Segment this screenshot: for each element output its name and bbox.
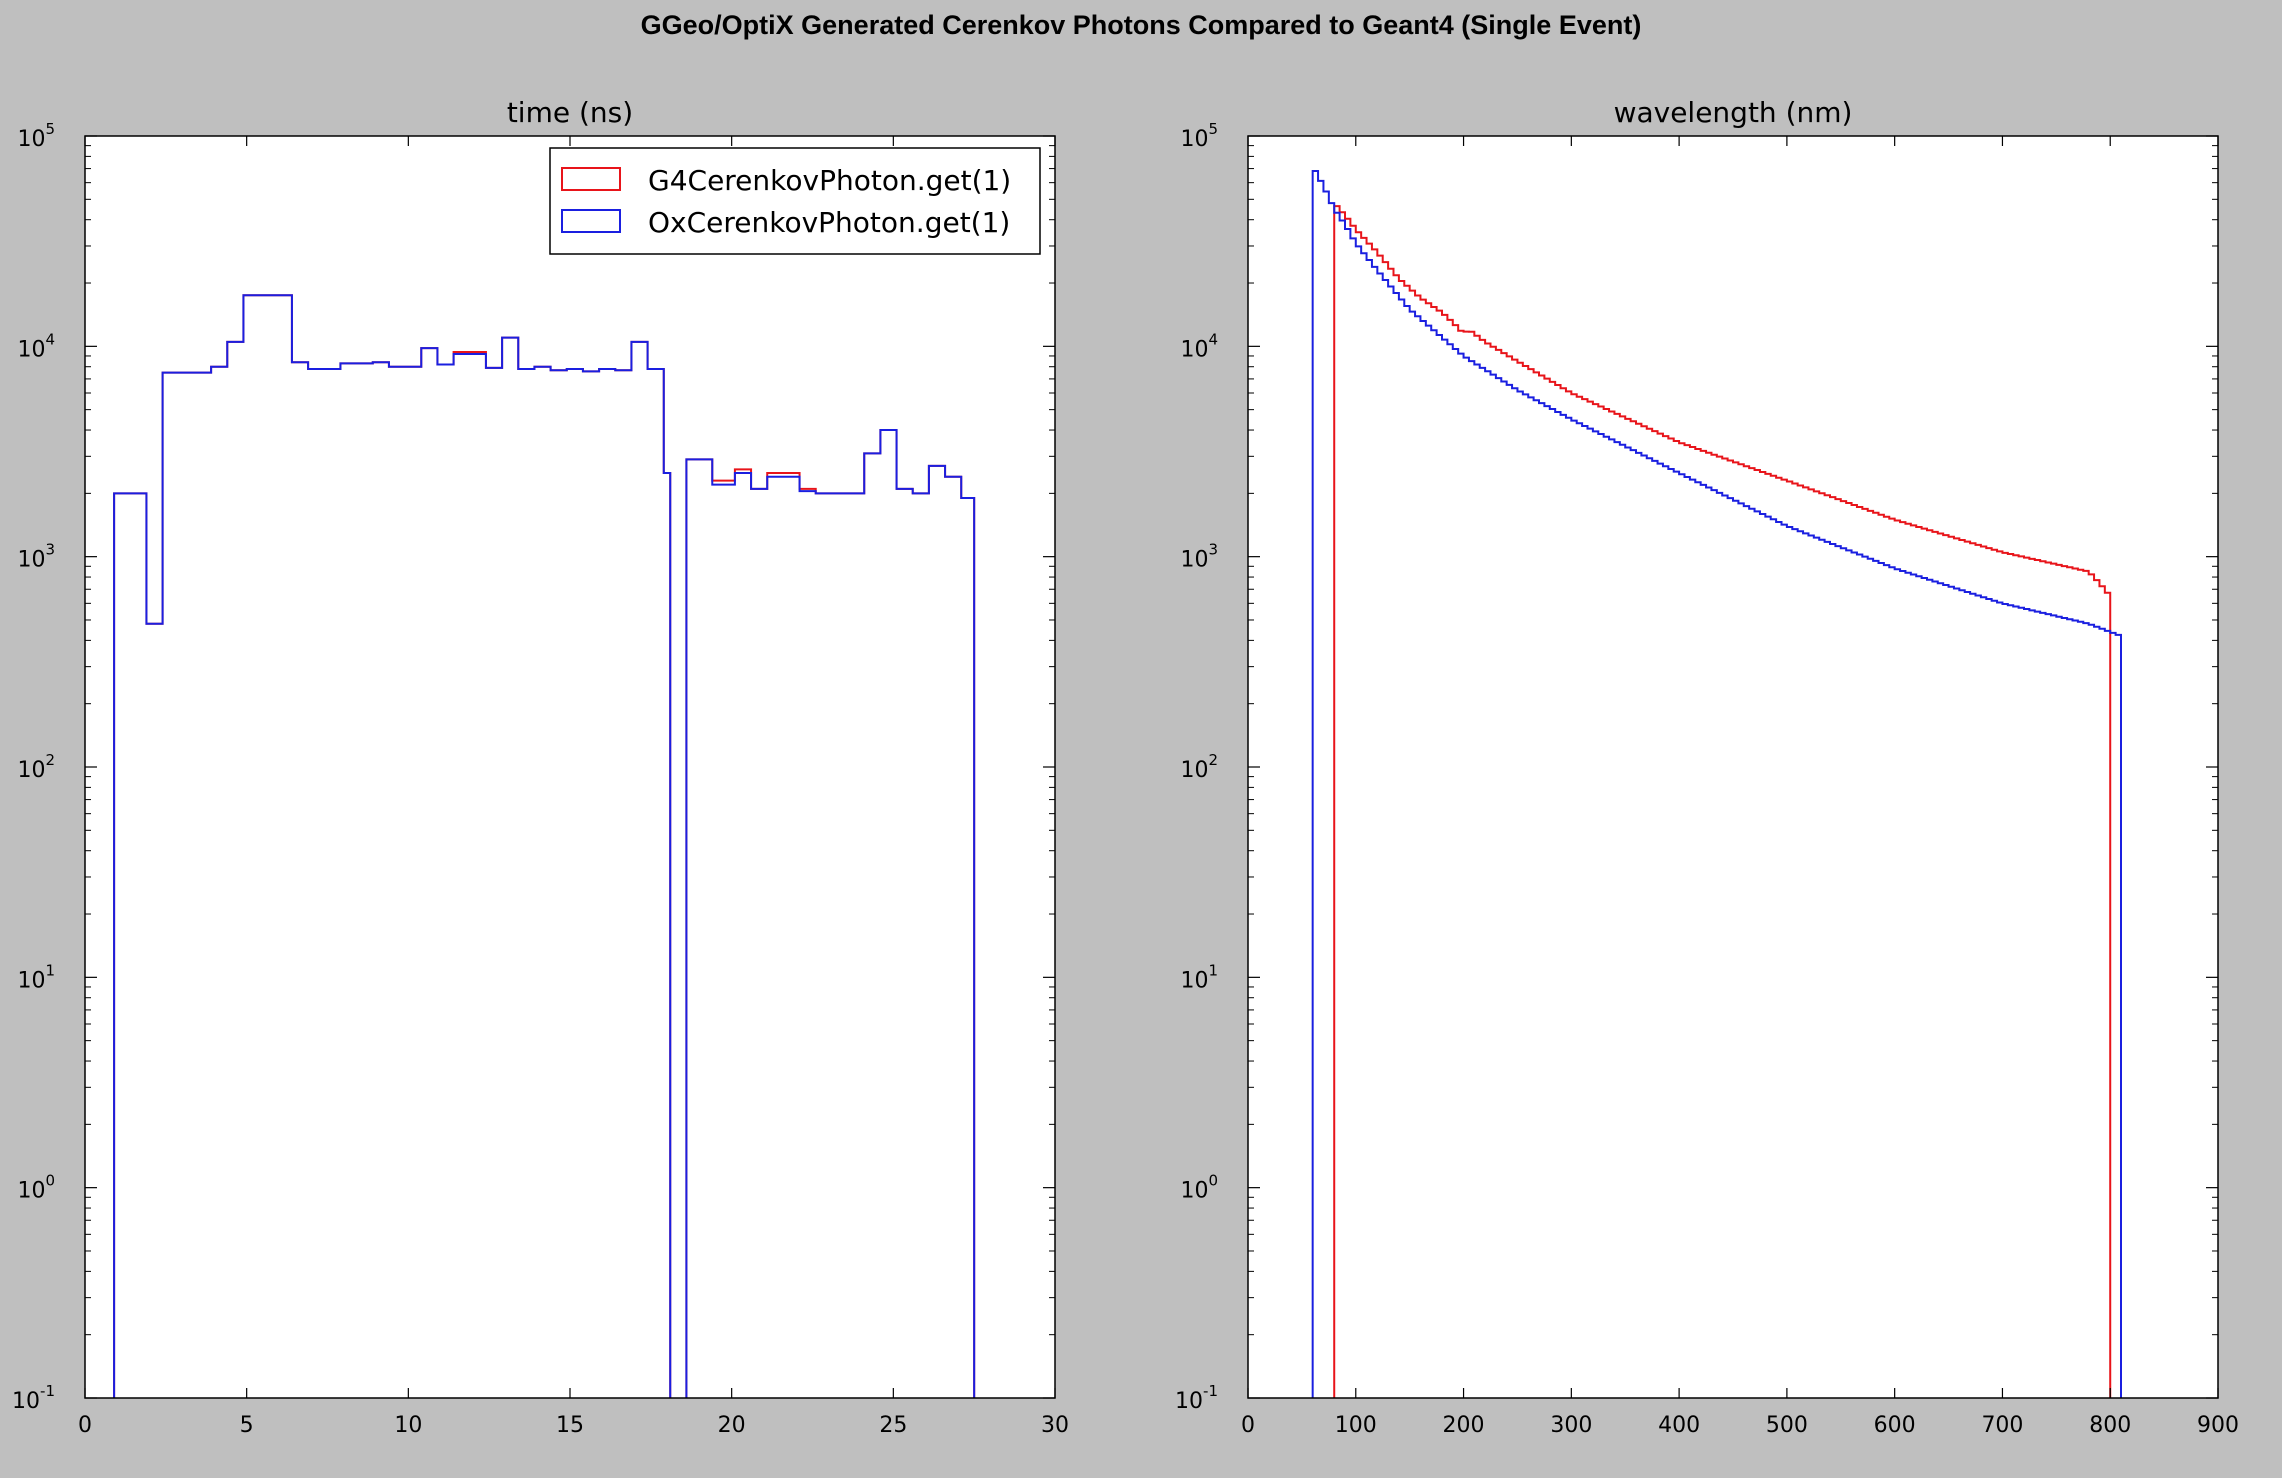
y-tick-label: 104 (1180, 330, 1218, 362)
y-tick-label: 103 (17, 541, 55, 573)
y-tick-exponent: 2 (45, 751, 55, 769)
x-tick-label: 10 (394, 1413, 422, 1438)
chart-title: time (ns) (507, 96, 633, 129)
series-group (113, 294, 976, 1398)
histogram-series-4 (685, 429, 976, 1398)
chart-panel-1: time (ns)0 5 10 15 20 25 301051041031021011001… (12, 96, 1069, 1438)
x-tick-label: 20 (718, 1413, 746, 1438)
y-tick-exponent: -1 (40, 1382, 55, 1400)
x-tick-label: 700 (1981, 1413, 2023, 1438)
y-tick-exponent: 0 (45, 1172, 55, 1190)
legend: G4CerenkovPhoton.get(1) OxCerenkovPhoton.… (549, 147, 1041, 255)
plot-area (85, 136, 1055, 1398)
chart-title: wavelength (nm) (1614, 96, 1853, 129)
legend-box (549, 147, 1041, 255)
y-tick-exponent: 4 (1208, 330, 1218, 348)
y-tick-label: 101 (17, 961, 55, 993)
y-tick-label: 10-1 (1175, 1382, 1218, 1414)
x-tick-label: 200 (1443, 1413, 1485, 1438)
y-tick-exponent: 3 (45, 541, 55, 559)
y-tick-label: 101 (1180, 961, 1218, 993)
y-tick-label: 100 (17, 1172, 55, 1204)
histogram-series-2 (1311, 169, 2122, 1398)
y-tick-exponent: 5 (45, 120, 55, 138)
y-tick-label: 10-1 (12, 1382, 55, 1414)
x-tick-label: 0 (1241, 1413, 1255, 1438)
x-tick-label: 600 (1874, 1413, 1916, 1438)
y-tick-label: 100 (1180, 1172, 1218, 1204)
legend-label: OxCerenkovPhoton.get(1) (648, 206, 1010, 239)
y-tick-exponent: 5 (1208, 120, 1218, 138)
x-tick-label: 5 (240, 1413, 254, 1438)
chart-panel-2: wavelength (nm)0 100 200 300 400 500 600 700 800… (1175, 96, 2239, 1438)
legend-swatch (561, 167, 621, 191)
x-tick-label: 15 (556, 1413, 584, 1438)
y-tick-label: 104 (17, 330, 55, 362)
y-tick-exponent: 2 (1208, 751, 1218, 769)
y-tick-label: 102 (17, 751, 55, 783)
y-tick-label: 105 (1180, 120, 1218, 152)
x-tick-label: 0 (78, 1413, 92, 1438)
figure-title: GGeo/OptiX Generated Cerenkov Photons Co… (640, 10, 1642, 40)
y-tick-exponent: 4 (45, 330, 55, 348)
x-tick-label: 400 (1658, 1413, 1700, 1438)
x-tick-label: 100 (1335, 1413, 1377, 1438)
y-tick-label: 105 (17, 120, 55, 152)
x-tick-label: 800 (2089, 1413, 2131, 1438)
x-tick-label: 30 (1041, 1413, 1069, 1438)
series-group (1311, 169, 2122, 1398)
histogram-series-1 (1333, 205, 2112, 1398)
x-tick-label: 900 (2197, 1413, 2239, 1438)
y-tick-exponent: 1 (45, 961, 55, 979)
legend-swatch (561, 209, 621, 233)
histogram-series-2 (113, 294, 672, 1398)
x-tick-label: 300 (1550, 1413, 1592, 1438)
y-tick-exponent: -1 (1203, 1382, 1218, 1400)
y-tick-label: 103 (1180, 541, 1218, 573)
x-tick-label: 500 (1766, 1413, 1808, 1438)
y-tick-exponent: 3 (1208, 541, 1218, 559)
y-tick-exponent: 0 (1208, 1172, 1218, 1190)
y-tick-exponent: 1 (1208, 961, 1218, 979)
legend-label: G4CerenkovPhoton.get(1) (648, 164, 1011, 197)
x-tick-label: 25 (879, 1413, 907, 1438)
plot-area (1248, 136, 2218, 1398)
y-tick-label: 102 (1180, 751, 1218, 783)
